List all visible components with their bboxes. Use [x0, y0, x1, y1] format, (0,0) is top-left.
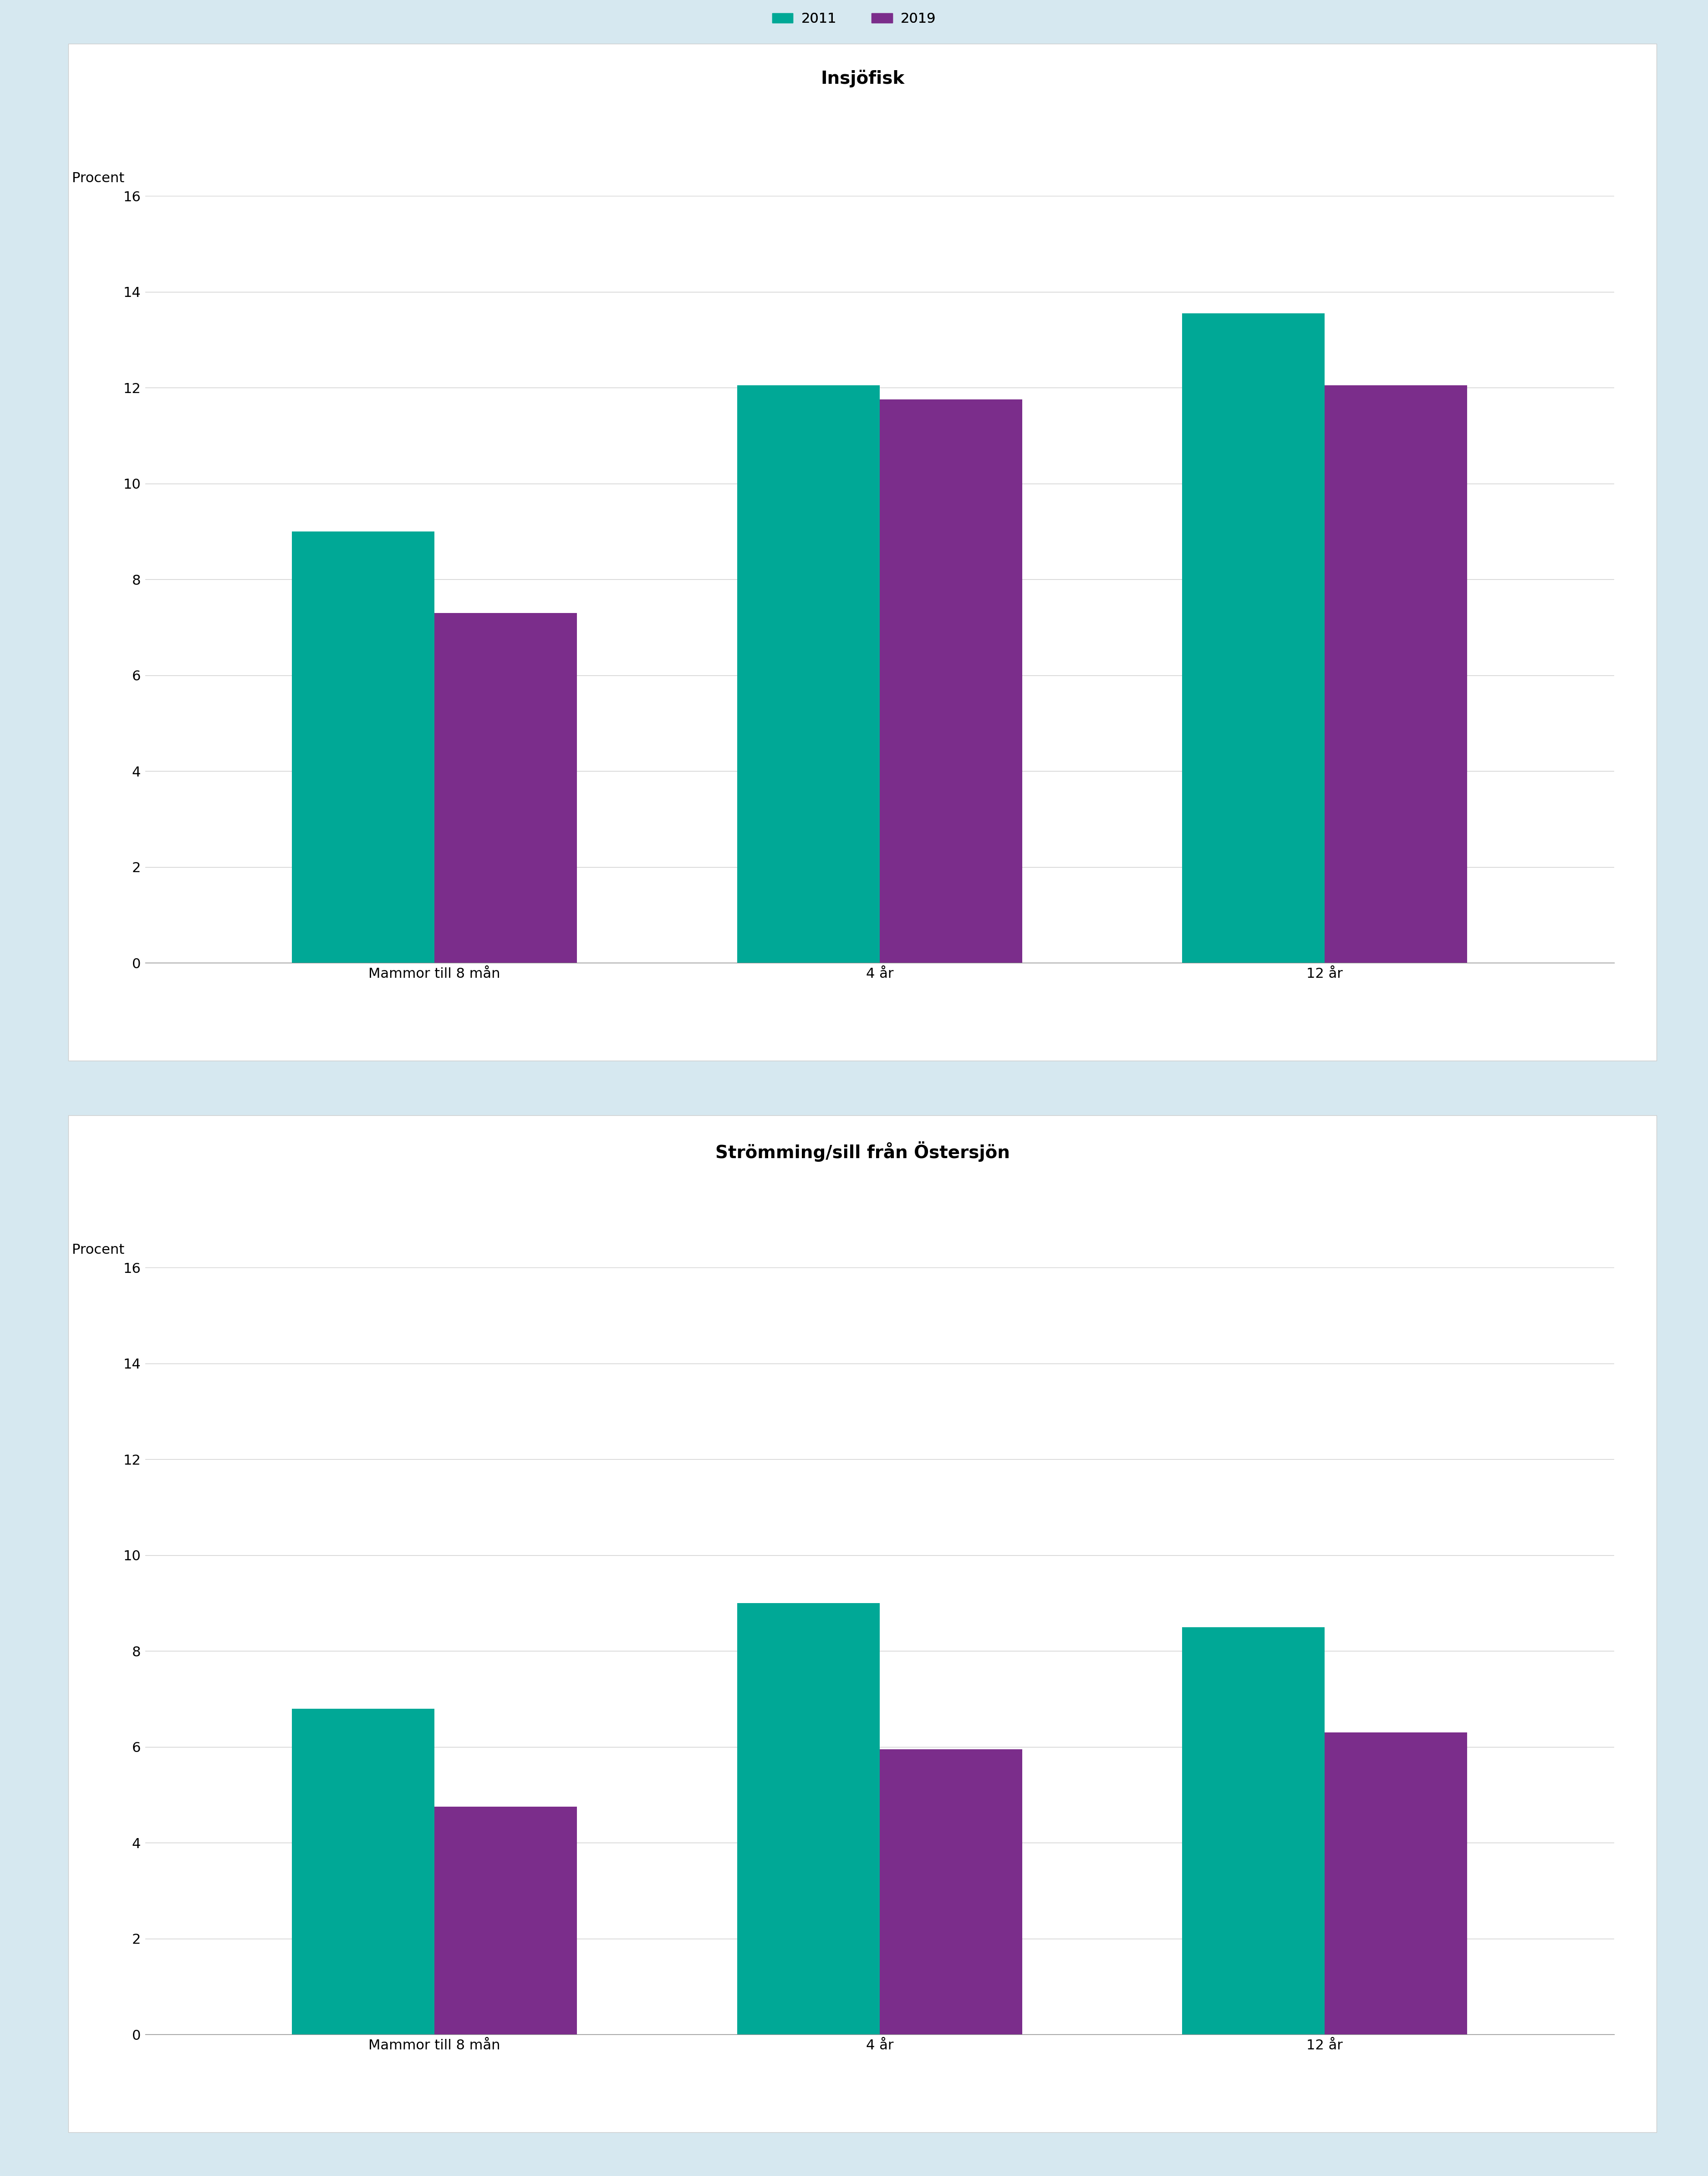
Bar — [292, 1708, 434, 2035]
Bar — [292, 531, 434, 962]
Text: Insjöfisk: Insjöfisk — [820, 70, 905, 87]
Legend: 2011, 2019: 2011, 2019 — [767, 7, 941, 30]
Text: Strömming/sill från Östersjön: Strömming/sill från Östersjön — [716, 1140, 1009, 1162]
Bar — [880, 1750, 1021, 2035]
Bar — [1182, 1628, 1325, 2035]
Bar — [434, 614, 577, 962]
Bar — [1325, 385, 1467, 962]
Bar — [1182, 313, 1325, 962]
Legend: 2011, 2019: 2011, 2019 — [767, 7, 941, 30]
Bar — [738, 385, 880, 962]
Bar — [434, 1806, 577, 2035]
Bar — [1325, 1732, 1467, 2035]
Text: Procent: Procent — [72, 172, 125, 185]
Bar — [738, 1604, 880, 2035]
Bar — [880, 400, 1021, 962]
Text: Procent: Procent — [72, 1242, 125, 1258]
